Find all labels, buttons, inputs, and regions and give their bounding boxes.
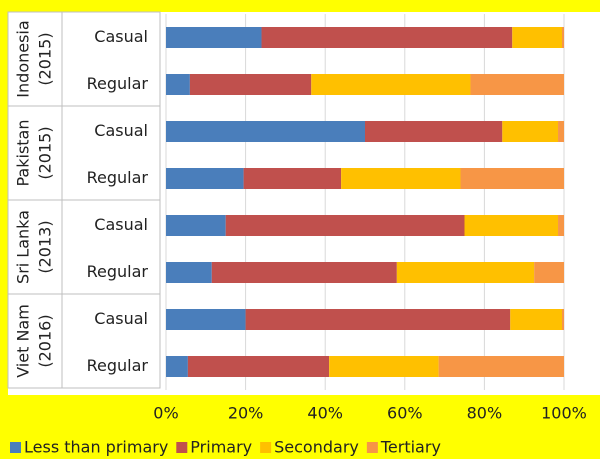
category-label: Casual [94, 215, 148, 234]
category-label: Casual [94, 27, 148, 46]
legend-swatch [176, 442, 188, 453]
bar-segment [261, 27, 513, 48]
bar-segment [470, 74, 564, 95]
bar-segment [438, 356, 564, 377]
x-tick-label: 0% [153, 404, 178, 423]
bar-segment [166, 121, 365, 142]
plot-background [8, 12, 600, 395]
bar-segment [166, 74, 190, 95]
bar-segment [534, 262, 564, 283]
bar-segment [562, 309, 564, 330]
bar-segment [396, 262, 535, 283]
bar-segment [245, 309, 511, 330]
legend-swatch [260, 442, 272, 453]
bar-segment [166, 262, 212, 283]
bar-segment [311, 74, 471, 95]
group-label: (2016) [36, 314, 55, 367]
bar-segment [166, 168, 244, 189]
bar-segment [211, 262, 397, 283]
bar-segment [329, 356, 439, 377]
x-tick-label: 40% [307, 404, 343, 423]
category-label: Regular [87, 262, 149, 281]
bar-segment [187, 356, 330, 377]
bar-segment [189, 74, 312, 95]
x-tick-label: 60% [387, 404, 423, 423]
legend-label: Tertiary [380, 438, 441, 457]
group-label: Pakistan [14, 120, 33, 187]
bar-segment [166, 356, 188, 377]
bar-segment [562, 27, 564, 48]
bar-segment [558, 215, 564, 236]
category-label: Regular [87, 356, 149, 375]
group-label: (2015) [36, 126, 55, 179]
bar-segment [166, 215, 226, 236]
bar-segment [460, 168, 564, 189]
group-label: Viet Nam [14, 304, 33, 378]
x-tick-label: 100% [541, 404, 587, 423]
bar-segment [512, 27, 563, 48]
bar-segment [341, 168, 461, 189]
group-box [7, 293, 161, 389]
x-tick-label: 20% [228, 404, 264, 423]
legend-swatch [10, 442, 21, 453]
legend-label: Secondary [274, 438, 359, 457]
bar-segment [464, 215, 559, 236]
group-label: (2013) [36, 220, 55, 273]
x-tick-label: 80% [467, 404, 503, 423]
bar-segment [166, 309, 246, 330]
bar-segment [502, 121, 559, 142]
category-label: Casual [94, 309, 148, 328]
legend-label: Less than primary [24, 438, 168, 457]
bar-segment [558, 121, 564, 142]
bar-segment [225, 215, 465, 236]
legend-swatch [366, 442, 378, 453]
bar-segment [365, 121, 503, 142]
bar-segment [243, 168, 342, 189]
group-label: Sri Lanka [14, 210, 33, 284]
legend-label: Primary [190, 438, 252, 457]
bar-segment [510, 309, 563, 330]
group-label: (2015) [36, 32, 55, 85]
group-label: Indonesia [14, 20, 33, 97]
category-label: Regular [87, 74, 149, 93]
bar-segment [166, 27, 262, 48]
category-label: Regular [87, 168, 149, 187]
category-label: Casual [94, 121, 148, 140]
